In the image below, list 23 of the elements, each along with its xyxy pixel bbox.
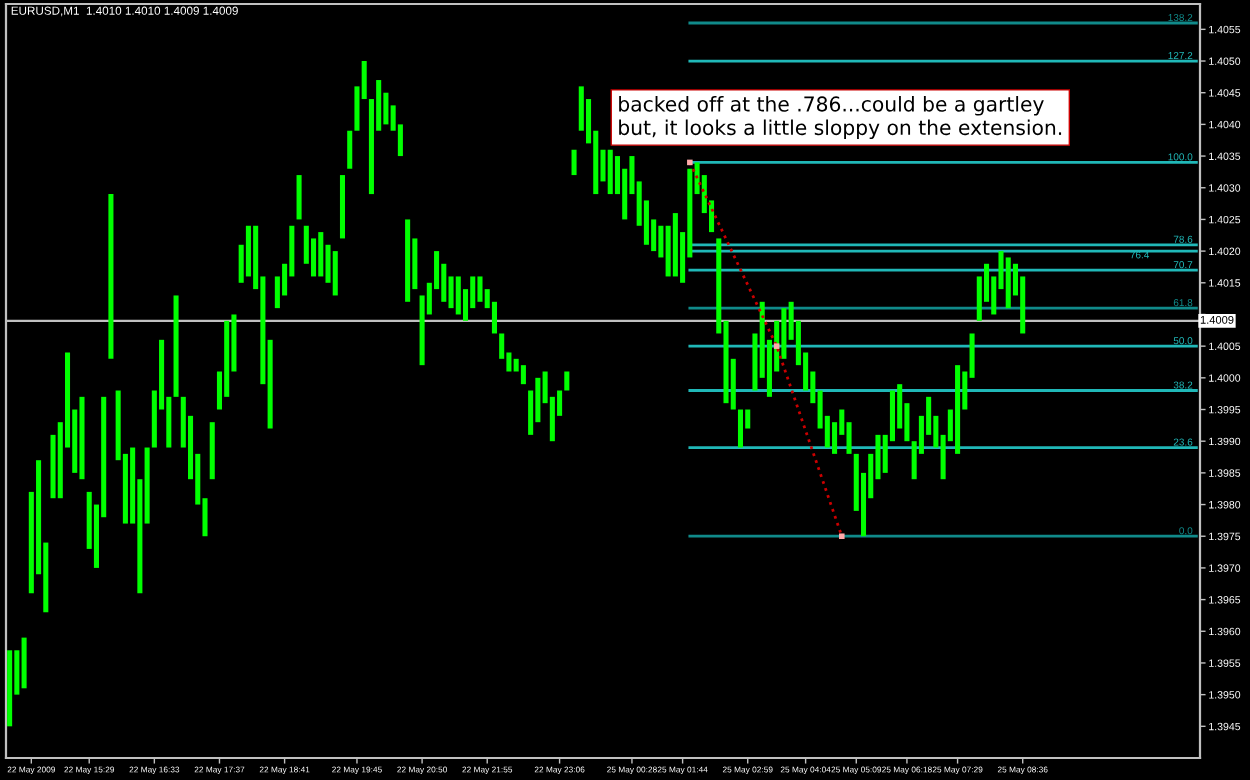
bar: [296, 175, 302, 220]
bar: [108, 194, 114, 359]
bar: [1005, 257, 1011, 309]
bar: [173, 295, 179, 397]
bar: [955, 365, 961, 454]
bar: [339, 175, 346, 239]
bar: [737, 409, 744, 448]
bar: [672, 213, 678, 277]
bar: [79, 396, 85, 480]
bar: [332, 251, 338, 296]
bar: [564, 371, 570, 391]
bar: [405, 219, 411, 302]
bar: [477, 276, 483, 302]
bar: [571, 149, 577, 176]
bar: [209, 422, 215, 480]
bar: [21, 637, 27, 689]
bar: [520, 365, 526, 385]
bar: [607, 149, 613, 195]
bar: [347, 130, 353, 169]
annotation: backed off at the .786...could be a gartley but, it looks a little sloppy on the extension.: [619, 95, 1062, 140]
bar: [318, 232, 324, 277]
bar: [455, 276, 461, 315]
bar: [7, 650, 13, 727]
